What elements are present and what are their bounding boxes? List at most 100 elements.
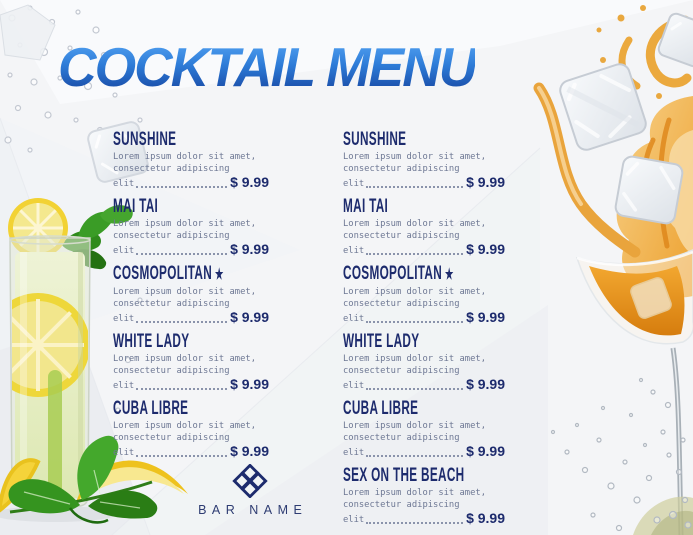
lemon-slice-top (8, 198, 68, 258)
menu-item-price: $ 9.99 (466, 510, 505, 526)
lime-straw (48, 370, 62, 504)
diamond-knot-logo-icon (232, 464, 268, 498)
ice-chunk (0, 4, 56, 61)
menu-item-price-row: elit $ 9.99 (343, 310, 505, 325)
menu-item-price-row: elit $ 9.99 (113, 310, 269, 325)
menu-item-name: COSMOPOLITAN ★ (113, 264, 223, 283)
cocktail-glass (575, 249, 693, 535)
menu-item-name: MAI TAI (113, 196, 210, 217)
menu-item-description-line2: consectetur adipiscing (113, 230, 230, 241)
menu-item-price-row: elit $ 9.99 (343, 444, 505, 459)
menu-item-description-line1: Lorem ipsum dolor sit amet, (343, 488, 486, 498)
menu-item: COSMOPOLITAN ★ Lorem ipsum dolor sit ame… (113, 264, 269, 325)
menu-item-name-text: MAI TAI (343, 196, 389, 217)
menu-item-description-line2: consectetur adipiscing (343, 365, 460, 376)
menu-item-name-text: CUBA LIBRE (113, 398, 189, 419)
menu-item-description-line1: Lorem ipsum dolor sit amet, (343, 354, 486, 364)
dotted-leader (366, 186, 464, 188)
menu-item-description-line1: Lorem ipsum dolor sit amet, (113, 287, 256, 297)
brand-footer: BAR NAME (175, 464, 325, 517)
menu-item: WHITE LADY Lorem ipsum dolor sit amet, c… (343, 332, 505, 392)
dotted-leader (366, 253, 464, 255)
dotted-leader (136, 186, 228, 188)
menu-item-price: $ 9.99 (230, 443, 269, 459)
menu-item-price-row: elit $ 9.99 (343, 242, 505, 257)
dotted-leader (366, 522, 464, 524)
menu-item-price-row: elit $ 9.99 (113, 444, 269, 459)
menu-item-description-line2: consectetur adipiscing (113, 432, 230, 443)
menu-item-description-line3: elit (343, 447, 365, 458)
dotted-leader (136, 455, 228, 457)
menu-item-description-line2: consectetur adipiscing (113, 365, 230, 376)
glass-stem (670, 347, 684, 535)
menu-item-description-line2: consectetur adipiscing (343, 230, 460, 241)
menu-item-name: SUNSHINE (343, 129, 443, 150)
dotted-leader (366, 388, 464, 390)
menu-item-description-line1: Lorem ipsum dolor sit amet, (113, 152, 256, 162)
menu-item-name-text: SUNSHINE (343, 129, 407, 150)
dotted-leader (366, 321, 464, 323)
menu-item-name: WHITE LADY (343, 332, 443, 351)
menu-item-name-text: SUNSHINE (113, 129, 177, 150)
menu-item-price-row: elit $ 9.99 (343, 175, 505, 190)
menu-item-price: $ 9.99 (466, 376, 505, 392)
menu-item-description-line3: elit (113, 380, 135, 391)
menu-item-description-line2: consectetur adipiscing (343, 163, 460, 174)
menu-item-description-line3: elit (343, 313, 365, 324)
bar-name: BAR NAME (198, 503, 308, 517)
featured-star-icon: ★ (212, 266, 224, 283)
menu-item-name: CUBA LIBRE (343, 398, 443, 419)
menu-item-description-line3: elit (113, 313, 135, 324)
menu-item-name: COSMOPOLITAN ★ (343, 263, 453, 284)
menu-item-description-line1: Lorem ipsum dolor sit amet, (343, 152, 486, 162)
menu-item: WHITE LADY Lorem ipsum dolor sit amet, c… (113, 331, 269, 392)
menu-item: SEX ON THE BEACH Lorem ipsum dolor sit a… (343, 465, 505, 526)
menu-item-description-line2: consectetur adipiscing (343, 499, 460, 510)
menu-item-description-line3: elit (343, 178, 365, 189)
glass-base (633, 496, 693, 535)
menu-item-price-row: elit $ 9.99 (343, 377, 505, 392)
menu-item-name-text: CUBA LIBRE (343, 398, 419, 419)
menu-item-price: $ 9.99 (230, 174, 269, 190)
glass-shadow (0, 506, 117, 522)
menu-item: COSMOPOLITAN ★ Lorem ipsum dolor sit ame… (343, 263, 505, 325)
menu-item: SUNSHINE Lorem ipsum dolor sit amet, con… (113, 129, 269, 190)
menu-item-description-line1: Lorem ipsum dolor sit amet, (343, 219, 486, 229)
featured-star-icon: ★ (442, 266, 454, 283)
menu-item-description-line1: Lorem ipsum dolor sit amet, (113, 354, 256, 364)
menu-item-description-line3: elit (343, 245, 365, 256)
menu-item-description-line1: Lorem ipsum dolor sit amet, (113, 219, 256, 229)
menu-item-description-line3: elit (113, 447, 135, 458)
menu-item-name: WHITE LADY (113, 331, 210, 352)
menu-item-price-row: elit $ 9.99 (113, 377, 269, 392)
menu-item-name-text: SEX ON THE BEACH (343, 465, 465, 486)
menu-item-name-text: COSMOPOLITAN (343, 263, 443, 284)
menu-item-description-line1: Lorem ipsum dolor sit amet, (343, 287, 486, 297)
menu-item: SUNSHINE Lorem ipsum dolor sit amet, con… (343, 129, 505, 190)
menu-item-name: SUNSHINE (113, 129, 210, 150)
menu-item-name-text: WHITE LADY (113, 331, 190, 352)
menu-item-description-line3: elit (343, 380, 365, 391)
ice-cube-icon (614, 155, 684, 225)
dotted-leader (136, 388, 228, 390)
menu-item-description-line2: consectetur adipiscing (343, 432, 460, 443)
menu-item-description-line3: elit (343, 514, 365, 525)
menu-item-description-line1: Lorem ipsum dolor sit amet, (113, 421, 256, 431)
menu-item: MAI TAI Lorem ipsum dolor sit amet, cons… (343, 196, 505, 257)
menu-item-name-text: MAI TAI (113, 196, 159, 217)
orange-splash (533, 5, 693, 298)
dotted-leader (136, 253, 228, 255)
menu-item-description-line2: consectetur adipiscing (113, 298, 230, 309)
menu-item-name: CUBA LIBRE (113, 398, 210, 419)
page-title: COCKTAIL MENU (58, 36, 477, 98)
menu-item-description-line3: elit (113, 245, 135, 256)
menu-column-left: SUNSHINE Lorem ipsum dolor sit amet, con… (113, 129, 269, 526)
menu-item-description-line3: elit (113, 178, 135, 189)
menu-item-price: $ 9.99 (230, 376, 269, 392)
menu-item-price: $ 9.99 (466, 309, 505, 325)
menu-item-description-line1: Lorem ipsum dolor sit amet, (343, 421, 486, 431)
ice-cube-icon (559, 63, 647, 151)
menu-item-price: $ 9.99 (230, 241, 269, 257)
menu-item: MAI TAI Lorem ipsum dolor sit amet, cons… (113, 196, 269, 257)
menu-item-price-row: elit $ 9.99 (343, 511, 505, 526)
